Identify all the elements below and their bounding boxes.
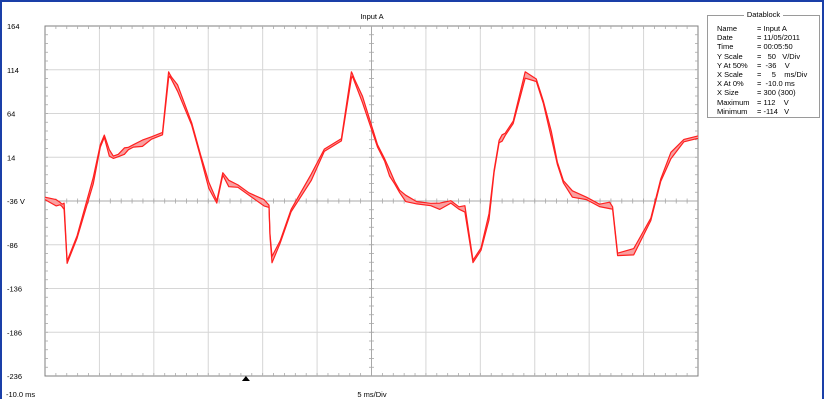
datablock-row: Name = Input A — [717, 24, 817, 33]
datablock-key: Name — [717, 24, 738, 33]
waveform-max-line — [44, 71, 699, 262]
y-tick-label: 64 — [7, 110, 15, 119]
datablock-row: Maximum = 112 V — [717, 98, 817, 107]
datablock-key: Date — [717, 33, 733, 43]
plot-title: Input A — [360, 12, 383, 21]
y-axis-tick-labels: 164 114 64 14 -36 V -86 -136 -186 -236 — [7, 22, 25, 381]
x-start-label: -10.0 ms — [6, 390, 35, 399]
datablock-value: = 50 V/Div — [757, 51, 801, 61]
datablock-row: X At 0% = -10.0 ms — [717, 79, 817, 88]
datablock-value: = 112 V — [757, 97, 789, 107]
window-right-border — [822, 0, 824, 399]
datablock-key: Minimum — [717, 106, 748, 116]
datablock-title: Datablock — [743, 10, 784, 19]
datablock-key: Y At 50% — [717, 60, 748, 70]
window-left-border — [0, 0, 2, 399]
datablock-row: Date = 11/05/2011 — [717, 33, 817, 42]
datablock-key: X Size — [717, 88, 739, 98]
datablock-value: = 300 (300) — [757, 88, 796, 98]
datablock-key: Time — [717, 42, 734, 52]
trigger-marker-icon[interactable] — [241, 376, 250, 381]
datablock-value: = -114 V — [757, 106, 790, 116]
datablock-panel: Datablock Name = Input A Date = 11/05/2011 T… — [707, 10, 820, 118]
datablock-key: Maximum — [717, 97, 750, 107]
datablock-row: Time = 00:05:50 — [717, 42, 817, 51]
datablock-row: X Size = 300 (300) — [717, 88, 817, 97]
x-axis-label: 5 ms/Div — [357, 390, 386, 399]
datablock-value: = 11/05/2011 — [757, 33, 800, 43]
waveform-min-line — [44, 75, 699, 264]
datablock-row: X Scale = 5 ms/Div — [717, 70, 817, 79]
datablock-rows: Name = Input A Date = 11/05/2011 Time = 00:05… — [717, 24, 817, 116]
y-tick-label: -86 — [7, 241, 18, 250]
waveform-trace — [44, 71, 699, 264]
y-tick-label: -36 V — [7, 197, 25, 206]
y-tick-label: -236 — [7, 372, 22, 381]
datablock-key: Y Scale — [717, 51, 743, 61]
y-tick-label: 114 — [7, 66, 19, 75]
datablock-row: Minimum = -114 V — [717, 107, 817, 116]
y-tick-label: -136 — [7, 285, 22, 294]
datablock-key: X At 0% — [717, 79, 744, 89]
datablock-row: Y Scale = 50 V/Div — [717, 52, 817, 61]
datablock-value: = 00:05:50 — [757, 42, 793, 52]
y-tick-label: -186 — [7, 328, 22, 337]
y-tick-label: 14 — [7, 153, 15, 162]
datablock-row: Y At 50% = -36 V — [717, 61, 817, 70]
window-top-border — [0, 0, 824, 2]
datablock-value: = Input A — [757, 24, 787, 33]
datablock-value: = -10.0 ms — [757, 79, 795, 89]
datablock-value: = 5 ms/Div — [757, 69, 808, 79]
datablock-value: = -36 V — [757, 60, 790, 70]
datablock-key: X Scale — [717, 69, 743, 79]
y-tick-label: 164 — [7, 22, 20, 31]
